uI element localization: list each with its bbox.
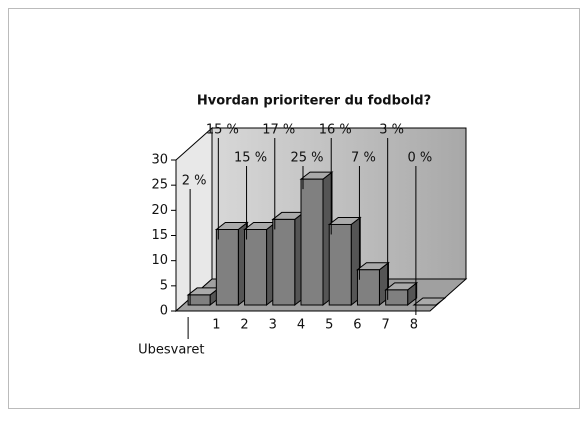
y-tick-label: 20 bbox=[151, 203, 168, 218]
y-tick-label: 15 bbox=[151, 228, 168, 243]
y-tick-label: 5 bbox=[160, 278, 168, 293]
value-label: 15 % bbox=[206, 123, 239, 138]
x-tick-label: 1 bbox=[212, 318, 220, 333]
bar-top bbox=[412, 297, 447, 306]
y-tick-label: 0 bbox=[160, 304, 168, 319]
y-tick-label: 25 bbox=[151, 178, 168, 193]
value-label: 3 % bbox=[379, 123, 404, 138]
bar bbox=[300, 178, 324, 306]
bar bbox=[356, 269, 380, 306]
bar bbox=[272, 218, 296, 306]
value-label: 16 % bbox=[319, 123, 352, 138]
bar bbox=[328, 223, 352, 306]
bar bbox=[385, 289, 409, 306]
bar bbox=[215, 229, 239, 306]
value-label: 25 % bbox=[290, 151, 323, 166]
x-tick-label: 4 bbox=[297, 318, 305, 333]
y-tick-label: 10 bbox=[151, 253, 168, 268]
bar bbox=[187, 294, 211, 306]
chart-title: Hvordan prioriterer du fodbold? bbox=[197, 94, 431, 109]
x-tick-label: 6 bbox=[353, 318, 361, 333]
value-label: 2 % bbox=[182, 174, 207, 189]
x-tick-label: 7 bbox=[382, 318, 390, 333]
y-tick-label: 30 bbox=[151, 153, 168, 168]
value-label: 15 % bbox=[234, 151, 267, 166]
value-label: 17 % bbox=[262, 123, 295, 138]
x-tick-label: 3 bbox=[269, 318, 277, 333]
x-tick-label: 5 bbox=[325, 318, 333, 333]
value-label: 7 % bbox=[351, 151, 376, 166]
bar bbox=[244, 229, 268, 306]
x-tick-label: Ubesvaret bbox=[138, 343, 204, 358]
x-tick-label: 8 bbox=[410, 318, 418, 333]
x-tick-label: 2 bbox=[240, 318, 248, 333]
value-label: 0 % bbox=[408, 151, 433, 166]
